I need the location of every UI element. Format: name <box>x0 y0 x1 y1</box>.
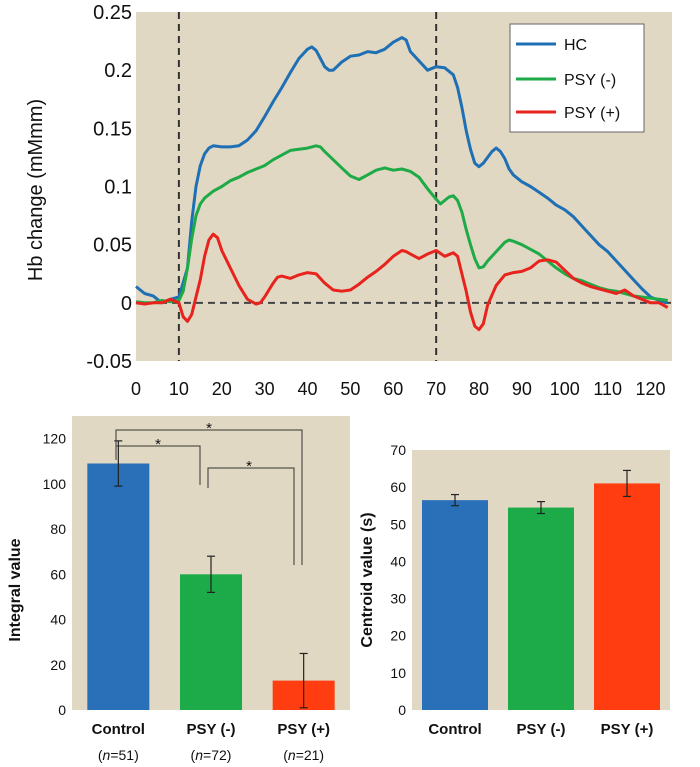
integral-x-labels: Control (n=51) PSY (-) (n=72) PSY (+) (n=21) <box>92 721 330 763</box>
line-y-tick-label: 0.25 <box>93 2 132 24</box>
sig-star-2: * <box>206 420 212 437</box>
bar1-y-tick-label: 0 <box>58 702 66 718</box>
bar1-x-label-psy: PSY (-) <box>187 721 236 738</box>
bar1-y-tick-label: 100 <box>43 476 67 492</box>
line-x-ticks: 0 10 20 30 40 50 60 70 80 90 100 110 120 <box>131 379 666 399</box>
integral-y-axis-label: Integral value <box>7 538 24 641</box>
line-y-tick-label: 0.1 <box>104 177 132 199</box>
line-x-tick-label: 90 <box>512 379 532 399</box>
bar2-x-label-control: Control <box>428 721 481 738</box>
sig-star-1: * <box>155 436 161 453</box>
bracket-control-psy-neg <box>115 445 201 485</box>
bar2-y-tick-label: 70 <box>390 442 406 458</box>
line-chart: -0.05 0 0.05 0.1 0.15 0.2 0.25 0 10 20 30 40 50 60 70… <box>25 2 672 399</box>
bar1-y-tick-label: 20 <box>50 657 66 673</box>
line-x-tick-label: 0 <box>131 379 141 399</box>
bar2-y-tick-label: 0 <box>398 702 406 718</box>
centroid-x-labels: Control PSY (-) PSY (+) <box>428 721 653 738</box>
line-legend: HC PSY (-) PSY (+) <box>509 23 645 133</box>
bar1-sample-size: (n=21) <box>283 747 324 763</box>
line-y-ticks: -0.05 0 0.05 0.1 0.15 0.2 0.25 <box>86 2 132 373</box>
series-line-psy <box>135 232 669 332</box>
bar2-bar-control <box>422 500 488 710</box>
bar2-y-tick-label: 60 <box>390 479 406 495</box>
bar1-y-tick-label: 120 <box>43 431 67 447</box>
centroid-y-ticks: 0 10 20 30 40 50 60 70 <box>390 442 406 718</box>
bar2-y-tick-label: 20 <box>390 628 406 644</box>
legend-label-psy-pos: PSY (+) <box>564 105 620 122</box>
line-x-tick-label: 110 <box>593 379 622 399</box>
legend-label-hc: HC <box>564 37 587 54</box>
centroid-bar-chart: Centroid value (s) 0 10 20 30 40 50 60 70 Contr… <box>359 442 670 738</box>
centroid-bars <box>422 469 660 710</box>
line-y-axis-label: Hb change (mMmm) <box>25 99 47 281</box>
bar2-y-tick-label: 40 <box>390 553 406 569</box>
bar1-sample-size: (n=51) <box>98 747 139 763</box>
sig-star-3: * <box>246 458 252 475</box>
significance-brackets <box>115 429 303 565</box>
integral-bar-chart: Integral value 0 20 40 60 80 100 120 Control (n… <box>7 416 350 763</box>
line-x-tick-label: 70 <box>426 379 446 399</box>
line-x-tick-label: 20 <box>212 379 232 399</box>
bracket-control-psy-pos <box>115 429 303 565</box>
line-y-tick-label: -0.05 <box>86 351 132 373</box>
series-line-hc <box>135 36 669 305</box>
line-series-group <box>135 36 669 332</box>
integral-bars <box>87 440 335 710</box>
bar1-x-label-psy: PSY (+) <box>277 721 330 738</box>
line-x-tick-label: 60 <box>383 379 403 399</box>
centroid-y-axis-label: Centroid value (s) <box>359 512 376 647</box>
line-x-tick-label: 40 <box>298 379 318 399</box>
bar1-y-tick-label: 80 <box>50 521 66 537</box>
bar1-y-tick-label: 40 <box>50 612 66 628</box>
bar2-bar-psy <box>594 483 660 710</box>
bar1-bar-control <box>87 463 150 710</box>
integral-y-ticks: 0 20 40 60 80 100 120 <box>43 431 67 718</box>
bar2-y-tick-label: 50 <box>390 516 406 532</box>
line-y-tick-label: 0.2 <box>104 60 132 82</box>
legend-label-psy-neg: PSY (-) <box>564 72 616 89</box>
bar2-x-label-psy: PSY (+) <box>601 721 654 738</box>
line-x-tick-label: 10 <box>169 379 189 399</box>
line-x-tick-label: 120 <box>636 379 666 399</box>
bar1-x-label-control: Control <box>92 721 145 738</box>
line-x-tick-label: 50 <box>340 379 360 399</box>
line-x-tick-label: 80 <box>469 379 489 399</box>
line-x-tick-label: 100 <box>550 379 580 399</box>
bar2-y-tick-label: 30 <box>390 591 406 607</box>
bracket-psy-neg-psy-pos <box>207 467 295 565</box>
bar2-y-tick-label: 10 <box>390 665 406 681</box>
line-y-tick-label: 0.15 <box>93 118 132 140</box>
bar2-bar-psy <box>508 507 574 710</box>
bar2-x-label-psy: PSY (-) <box>517 721 566 738</box>
line-y-tick-label: 0.05 <box>93 235 132 257</box>
line-y-tick-label: 0 <box>121 293 132 315</box>
series-line-psy <box>135 144 668 305</box>
bar1-sample-size: (n=72) <box>191 747 232 763</box>
bar1-bar-psy <box>180 574 242 710</box>
line-x-tick-label: 30 <box>255 379 275 399</box>
bar1-y-tick-label: 60 <box>50 566 66 582</box>
